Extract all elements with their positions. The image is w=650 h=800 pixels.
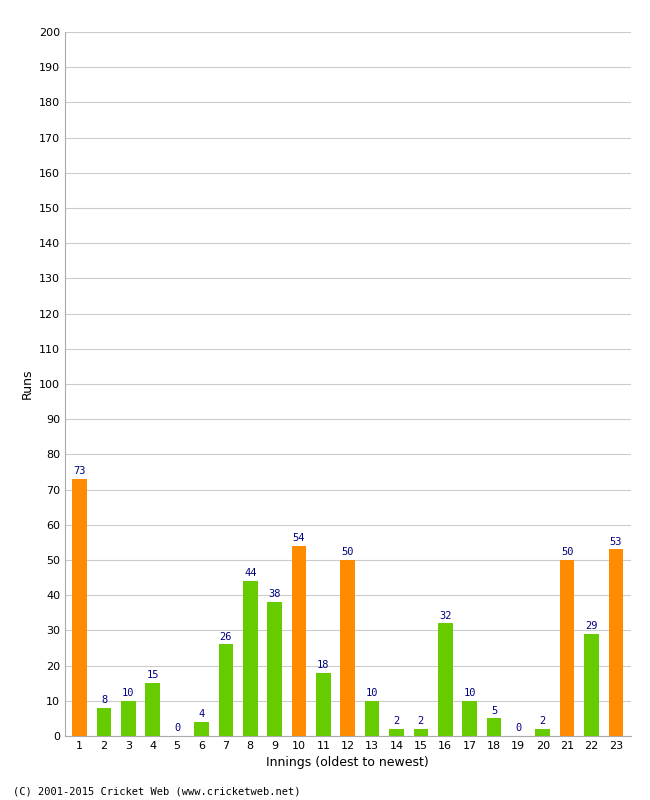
Bar — [536, 729, 550, 736]
Y-axis label: Runs: Runs — [20, 369, 33, 399]
Text: 73: 73 — [73, 466, 86, 476]
Bar — [121, 701, 136, 736]
Bar — [218, 645, 233, 736]
Text: 50: 50 — [561, 547, 573, 557]
Text: 50: 50 — [341, 547, 354, 557]
Bar — [146, 683, 160, 736]
Bar — [365, 701, 380, 736]
Bar — [487, 718, 501, 736]
Text: 54: 54 — [292, 533, 306, 543]
Text: 0: 0 — [515, 723, 521, 733]
Text: 2: 2 — [540, 716, 546, 726]
Text: 10: 10 — [463, 688, 476, 698]
X-axis label: Innings (oldest to newest): Innings (oldest to newest) — [266, 757, 429, 770]
Text: 26: 26 — [220, 632, 232, 642]
Text: (C) 2001-2015 Cricket Web (www.cricketweb.net): (C) 2001-2015 Cricket Web (www.cricketwe… — [13, 786, 300, 796]
Text: 38: 38 — [268, 590, 281, 599]
Text: 8: 8 — [101, 695, 107, 705]
Bar — [292, 546, 306, 736]
Text: 0: 0 — [174, 723, 180, 733]
Text: 2: 2 — [418, 716, 424, 726]
Text: 10: 10 — [122, 688, 135, 698]
Text: 44: 44 — [244, 568, 257, 578]
Bar — [560, 560, 575, 736]
Bar — [584, 634, 599, 736]
Text: 32: 32 — [439, 610, 452, 621]
Bar — [243, 581, 257, 736]
Bar — [267, 602, 282, 736]
Bar — [316, 673, 331, 736]
Bar — [389, 729, 404, 736]
Bar — [194, 722, 209, 736]
Text: 15: 15 — [146, 670, 159, 680]
Text: 18: 18 — [317, 660, 330, 670]
Bar — [341, 560, 355, 736]
Bar — [413, 729, 428, 736]
Bar — [438, 623, 452, 736]
Text: 29: 29 — [585, 621, 598, 631]
Text: 53: 53 — [610, 537, 622, 546]
Bar — [72, 479, 87, 736]
Bar — [462, 701, 477, 736]
Text: 10: 10 — [366, 688, 378, 698]
Text: 5: 5 — [491, 706, 497, 715]
Text: 2: 2 — [393, 716, 400, 726]
Bar — [97, 708, 111, 736]
Text: 4: 4 — [198, 709, 205, 719]
Bar — [608, 550, 623, 736]
